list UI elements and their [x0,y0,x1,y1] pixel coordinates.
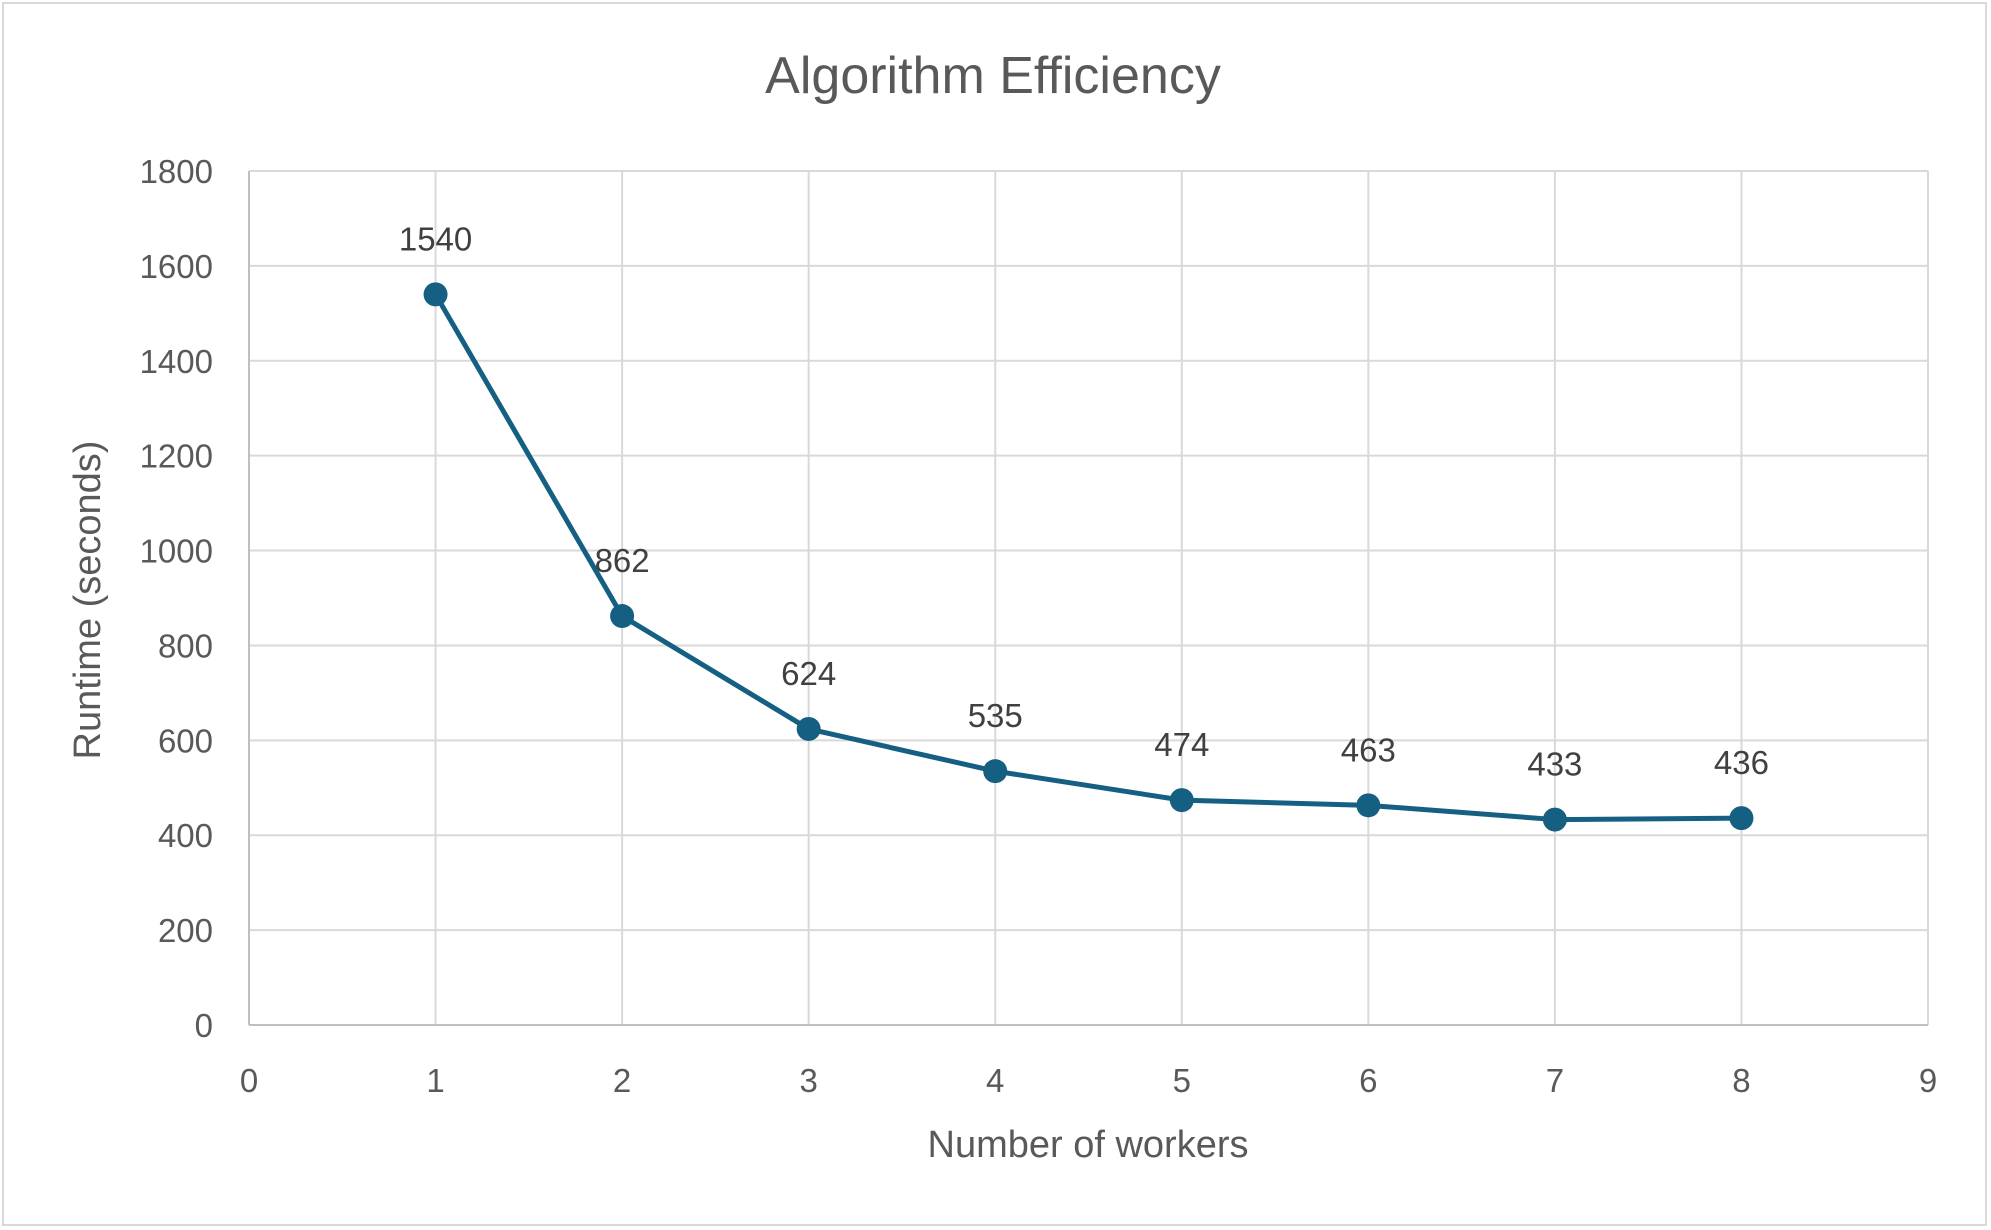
x-tick-label: 1 [426,1062,444,1099]
x-tick-label: 9 [1919,1062,1937,1099]
data-label: 862 [595,542,650,579]
data-point [1542,807,1567,832]
axes [248,171,1928,1026]
data-point [983,759,1008,784]
data-label: 436 [1714,744,1769,781]
y-axis-title: Runtime (seconds) [67,441,109,760]
data-label: 535 [968,697,1023,734]
tick-labels: 0 200 400 600 800 1000 1200 1400 1600 1800 0 1 2 3 4 5 6… [140,153,1938,1099]
x-tick-label: 5 [1173,1062,1191,1099]
y-tick-label: 1800 [140,153,213,190]
data-point [1356,793,1381,818]
y-tick-label: 1600 [140,248,213,285]
x-tick-label: 7 [1546,1062,1564,1099]
data-label: 474 [1154,726,1209,763]
data-point [1169,788,1194,813]
data-label: 1540 [399,220,472,257]
x-tick-label: 8 [1732,1062,1750,1099]
x-tick-label: 6 [1359,1062,1377,1099]
x-tick-label: 2 [613,1062,631,1099]
y-tick-label: 1200 [140,438,213,475]
series-line [433,293,1742,823]
y-tick-label: 600 [158,722,213,759]
data-point [423,282,448,307]
y-tick-label: 1400 [140,343,213,380]
x-axis-title: Number of workers [928,1124,1249,1166]
y-tick-label: 800 [158,627,213,664]
data-label: 463 [1341,731,1396,768]
y-tick-label: 200 [158,912,213,949]
data-label: 624 [781,655,836,692]
data-label: 433 [1527,746,1582,783]
x-tick-label: 0 [240,1062,258,1099]
y-tick-label: 0 [195,1007,213,1044]
y-tick-label: 400 [158,817,213,854]
x-tick-label: 3 [799,1062,817,1099]
chart-title: Algorithm Efficiency [765,47,1221,105]
data-point [610,604,635,629]
data-labels: 1540 862 624 535 474 463 433 436 [399,220,1769,782]
data-series [423,282,1754,832]
y-tick-label: 1000 [140,533,213,570]
data-point [796,716,821,741]
gridlines [249,170,1929,1025]
x-tick-label: 4 [986,1062,1004,1099]
data-point [1729,806,1754,831]
